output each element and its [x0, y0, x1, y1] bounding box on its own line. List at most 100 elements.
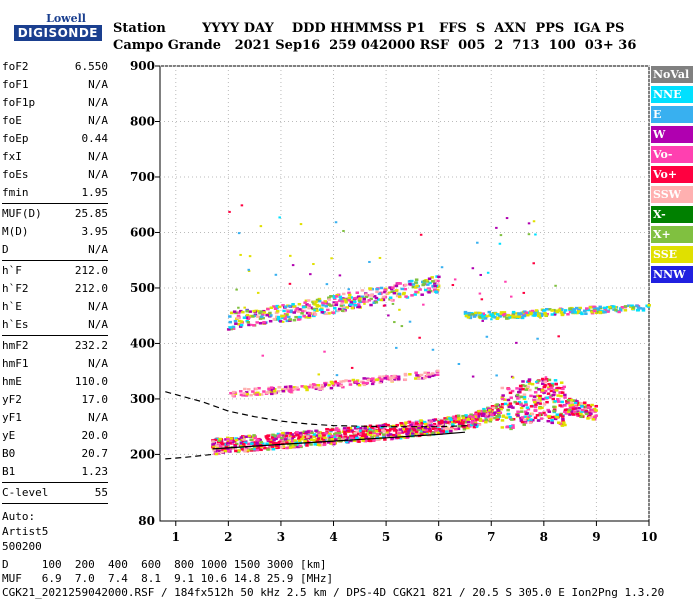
legend-item-w: W	[651, 126, 693, 143]
param-value: N/A	[88, 168, 108, 181]
echo-point	[246, 317, 250, 320]
echo-point	[482, 407, 486, 411]
echo-point	[398, 295, 402, 299]
echo-point	[386, 423, 390, 427]
echo-point	[391, 302, 395, 305]
echo-point	[310, 431, 314, 435]
echo-point	[511, 310, 516, 314]
echo-point	[527, 233, 531, 236]
legend-item-ssw: SSW	[651, 186, 693, 203]
echo-point	[317, 387, 321, 391]
param-value: 1.23	[81, 465, 109, 478]
echo-point	[535, 401, 540, 404]
echo-point	[508, 402, 513, 405]
echo-point	[417, 424, 422, 427]
echo-point	[407, 425, 411, 428]
echo-point	[414, 278, 419, 281]
echo-point	[425, 373, 430, 377]
echo-point	[315, 298, 320, 302]
echo-point	[461, 416, 466, 420]
echo-point	[543, 389, 548, 393]
echo-point	[583, 401, 587, 405]
echo-point	[294, 309, 298, 312]
echo-point	[296, 434, 300, 437]
param-row: D N/A	[2, 241, 108, 259]
param-name: foEs	[2, 168, 29, 181]
echo-point	[623, 305, 628, 308]
echo-point	[506, 408, 510, 412]
echo-point	[353, 431, 358, 435]
echo-point	[283, 385, 288, 389]
echo-point	[523, 400, 528, 404]
echo-point	[316, 443, 320, 447]
echo-point	[316, 431, 321, 434]
echo-point	[365, 426, 369, 429]
echo-point	[286, 387, 290, 391]
echo-point	[563, 396, 567, 399]
echo-point	[237, 449, 241, 452]
footer: D 100 200 400 600 800 1000 1500 3000 [km…	[2, 558, 664, 600]
echo-point	[305, 303, 309, 306]
echo-point	[390, 437, 395, 440]
echo-point	[353, 296, 357, 300]
echo-point	[417, 374, 422, 377]
echo-point	[478, 292, 482, 295]
echo-point	[630, 304, 634, 307]
echo-point	[433, 279, 437, 282]
echo-point	[270, 392, 274, 396]
auto-line: 500200	[2, 540, 42, 553]
y-tick-label: 400	[130, 336, 155, 350]
echo-point	[318, 434, 322, 438]
echo-point	[255, 448, 260, 452]
echo-point	[481, 315, 485, 318]
echo-point	[401, 292, 406, 296]
echo-point	[524, 403, 528, 407]
echo-point	[397, 377, 401, 381]
echo-point	[436, 288, 440, 292]
echo-point	[339, 304, 344, 307]
echo-point	[398, 308, 401, 311]
echo-point	[394, 284, 399, 288]
y-tick-label: 300	[130, 392, 155, 406]
echo-point	[592, 309, 597, 313]
echo-point	[371, 377, 375, 380]
echo-point	[549, 386, 554, 390]
echo-point	[538, 412, 542, 415]
echo-point	[357, 299, 362, 302]
echo-point	[342, 229, 345, 232]
echo-point	[228, 447, 233, 451]
echo-point	[427, 428, 431, 431]
echo-point	[544, 377, 549, 381]
echo-point	[324, 432, 328, 435]
param-name: hmF2	[2, 339, 29, 352]
echo-point	[236, 316, 240, 320]
echo-point	[285, 319, 290, 323]
echo-point	[298, 444, 302, 448]
legend-item-x-: X-	[651, 206, 693, 223]
echo-point	[570, 410, 574, 413]
echo-point	[436, 283, 440, 286]
echo-point	[318, 308, 323, 311]
echo-point	[556, 398, 560, 401]
echo-point	[378, 375, 382, 378]
echo-point	[525, 387, 530, 390]
echo-point	[382, 375, 386, 378]
echo-point	[241, 442, 246, 446]
echo-point	[552, 388, 557, 392]
echo-point	[533, 391, 538, 394]
echo-point	[377, 377, 382, 380]
echo-point	[266, 448, 270, 451]
echo-point	[316, 437, 321, 440]
echo-point	[523, 410, 528, 413]
echo-point	[247, 315, 251, 319]
echo-point	[272, 389, 277, 393]
echo-point	[214, 452, 219, 456]
echo-point	[370, 382, 375, 386]
echo-point	[518, 388, 523, 391]
echo-point	[475, 412, 480, 416]
echo-point	[490, 405, 495, 408]
echo-point	[603, 310, 607, 314]
echo-point	[357, 305, 362, 309]
echo-point	[339, 380, 343, 383]
echo-point	[461, 414, 465, 418]
